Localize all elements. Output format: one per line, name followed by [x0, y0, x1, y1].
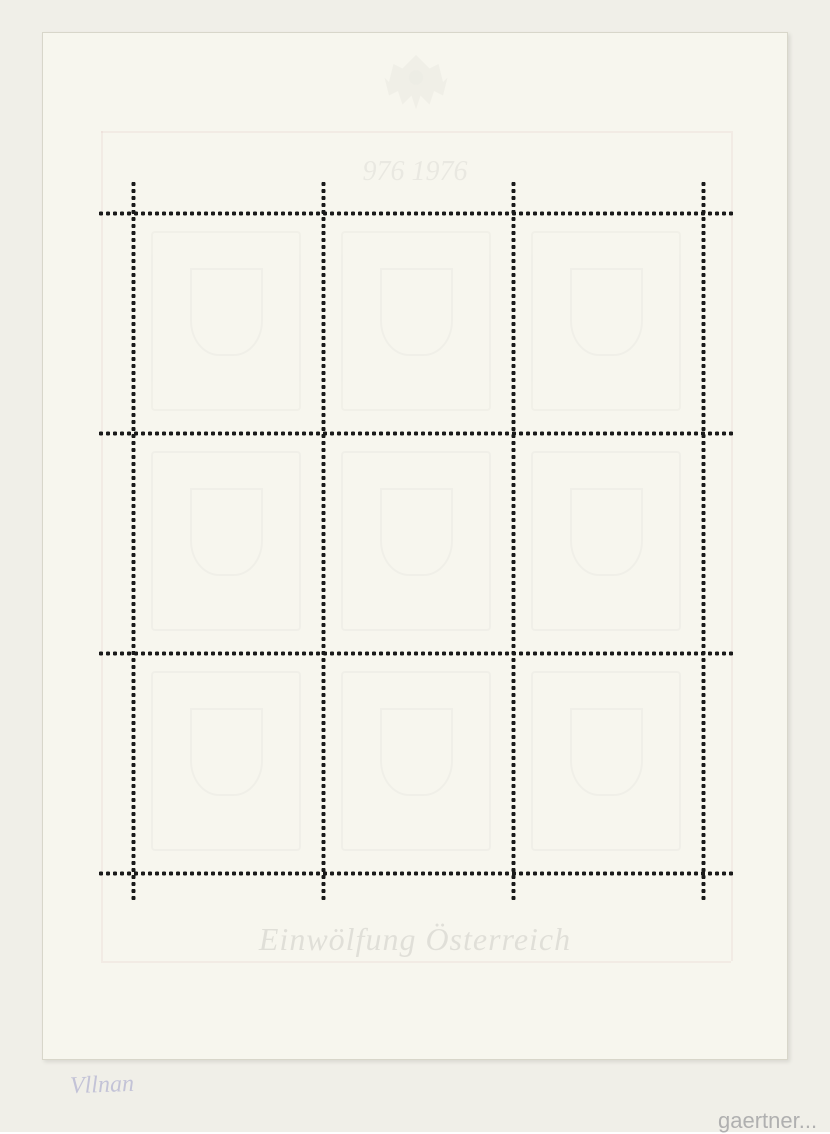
frame-right [731, 131, 733, 961]
eagle-crest-watermark [371, 46, 461, 151]
faint-stamp-impression [151, 231, 301, 411]
faint-stamp-impression [151, 451, 301, 631]
perforation-line-vertical [130, 179, 137, 903]
faint-stamp-impression [531, 671, 681, 851]
country-text-watermark: Einwölfung Österreich [43, 921, 787, 958]
perforation-line-horizontal [99, 210, 733, 217]
stamp-sheet: 976 1976 Einwölfung Österreich [42, 32, 788, 1060]
perforation-line-horizontal [99, 430, 733, 437]
perforation-line-vertical [320, 179, 327, 903]
faint-stamp-impression [341, 231, 491, 411]
perforation-line-vertical [700, 179, 707, 903]
faint-stamp-impression [531, 231, 681, 411]
signature-text: Vllnan [70, 1071, 135, 1099]
frame-top [101, 131, 731, 133]
year-text-watermark: 976 1976 [43, 156, 787, 188]
faint-stamp-impression [341, 671, 491, 851]
year-range-label: 976 1976 [363, 156, 468, 187]
faint-stamp-impression [341, 451, 491, 631]
handwritten-signature: Vllnan [70, 1071, 135, 1100]
frame-bottom [101, 961, 731, 963]
faint-stamp-impression [151, 671, 301, 851]
faint-stamp-impression [531, 451, 681, 631]
company-watermark: gaertner... [718, 1108, 817, 1134]
perforation-line-vertical [510, 179, 517, 903]
country-label: Einwölfung Österreich [259, 921, 571, 957]
frame-left [101, 131, 103, 961]
perforation-line-horizontal [99, 870, 733, 877]
company-text: gaertner... [718, 1108, 817, 1133]
perforation-line-horizontal [99, 650, 733, 657]
